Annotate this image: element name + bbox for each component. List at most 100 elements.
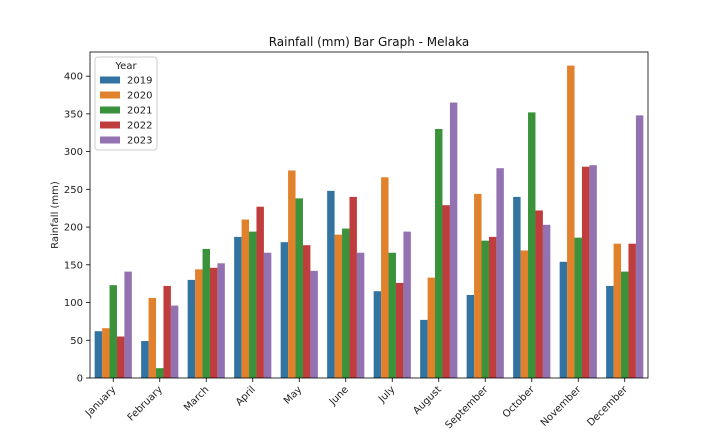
y-tick-label: 50 <box>70 336 83 347</box>
bar-2022-december <box>628 243 636 378</box>
y-tick-label: 300 <box>64 147 83 158</box>
y-tick-label: 250 <box>64 185 83 196</box>
bar-2019-november <box>559 261 568 378</box>
bar-2023-september <box>496 168 504 378</box>
x-tick-label-february: February <box>126 384 165 423</box>
bar-2022-october <box>535 210 543 378</box>
chart-title: Rainfall (mm) Bar Graph - Melaka <box>269 35 470 49</box>
bar-2020-july <box>381 177 389 378</box>
legend-label-2020: 2020 <box>127 91 152 102</box>
x-tick-label-january: January <box>83 384 118 419</box>
bar-2023-november <box>589 165 597 378</box>
bar-2022-june <box>349 196 357 378</box>
bar-2020-february <box>148 298 157 378</box>
bar-2019-march <box>187 279 196 378</box>
legend-label-2021: 2021 <box>127 106 152 117</box>
x-tick-label-december: December <box>585 384 630 429</box>
x-tick-label-november: November <box>539 384 584 429</box>
bar-2022-november <box>581 166 590 378</box>
x-tick-label-july: July <box>376 384 397 405</box>
x-tick-label-august: August <box>411 384 444 417</box>
x-tick-label-april: April <box>234 384 258 408</box>
bar-2023-may <box>310 270 318 378</box>
bar-2019-may <box>280 242 289 378</box>
bar-2019-january <box>94 331 103 378</box>
bar-2019-december <box>606 285 614 378</box>
bar-2022-july <box>395 282 404 378</box>
bar-2022-august <box>442 205 450 378</box>
legend-swatch-2019 <box>100 76 120 84</box>
bar-2023-april <box>263 252 272 378</box>
plot-frame <box>89 51 649 379</box>
bar-2020-august <box>427 277 436 378</box>
y-tick-label: 200 <box>64 223 83 234</box>
bar-2022-april <box>256 206 264 378</box>
x-tick-label-september: September <box>444 384 491 431</box>
bar-2020-june <box>334 234 343 378</box>
bar-2022-january <box>116 336 125 378</box>
bar-2020-january <box>102 328 110 378</box>
bar-2023-february <box>170 305 179 378</box>
x-axis: January February March April May June July Augu… <box>83 378 630 431</box>
bar-2019-september <box>466 294 475 378</box>
legend-label-2023: 2023 <box>127 136 152 147</box>
bar-2022-march <box>209 267 218 378</box>
bar-2022-february <box>163 285 171 378</box>
x-tick-label-march: March <box>182 384 211 413</box>
y-tick-label: 0 <box>77 374 83 385</box>
bar-2023-july <box>403 231 411 378</box>
y-tick-label: 100 <box>64 298 83 309</box>
bar-2021-january <box>109 285 117 378</box>
bar-2020-november <box>567 65 575 378</box>
bar-2021-september <box>481 240 489 378</box>
bar-2023-march <box>217 263 225 378</box>
bar-2021-april <box>249 231 257 378</box>
y-axis: 0 50 100 150 200 250 300 350 400 <box>64 72 90 385</box>
bar-2019-august <box>420 319 428 378</box>
y-tick-label: 150 <box>64 260 83 271</box>
legend-swatch-2022 <box>100 121 120 129</box>
bar-2021-may <box>295 198 303 378</box>
bar-2020-december <box>613 243 622 378</box>
bar-2019-october <box>513 196 521 378</box>
bar-2020-may <box>288 170 296 378</box>
bar-2021-august <box>435 128 443 378</box>
bar-2019-july <box>373 291 382 378</box>
legend-swatch-2023 <box>100 136 120 144</box>
bar-2019-june <box>327 190 335 378</box>
bar-2020-october <box>520 250 529 378</box>
legend-label-2022: 2022 <box>127 121 152 132</box>
legend: Year 2019 2020 2021 2022 2023 <box>94 56 158 151</box>
bar-2022-may <box>302 245 311 378</box>
bar-2021-december <box>621 271 629 378</box>
bar-2021-october <box>528 112 536 379</box>
legend-label-2019: 2019 <box>127 76 152 87</box>
bar-2020-september <box>474 193 482 378</box>
legend-swatch-2020 <box>100 91 120 99</box>
legend-swatch-2021 <box>100 106 120 114</box>
x-tick-label-may: May <box>282 384 304 406</box>
bar-2022-september <box>488 236 497 378</box>
bar-2019-april <box>234 236 242 378</box>
bar-2021-july <box>388 252 396 378</box>
bars-layer <box>94 65 644 379</box>
legend-title: Year <box>114 61 137 72</box>
bar-2023-october <box>542 224 551 378</box>
bar-2021-march <box>202 248 210 378</box>
bar-2023-june <box>356 252 365 378</box>
x-tick-label-june: June <box>327 384 351 408</box>
bar-2021-february <box>156 368 164 378</box>
bar-2023-august <box>449 102 458 378</box>
bar-2021-june <box>342 228 350 378</box>
y-axis-label: Rainfall (mm) <box>50 181 61 249</box>
bar-2021-november <box>574 237 582 378</box>
bar-2020-april <box>241 219 250 378</box>
y-tick-label: 400 <box>64 72 83 83</box>
bar-2023-december <box>635 115 644 378</box>
bar-2023-january <box>124 271 132 378</box>
bar-2020-march <box>195 269 203 378</box>
y-tick-label: 350 <box>64 109 83 120</box>
bar-2019-february <box>141 341 149 378</box>
x-tick-label-october: October <box>501 384 538 421</box>
